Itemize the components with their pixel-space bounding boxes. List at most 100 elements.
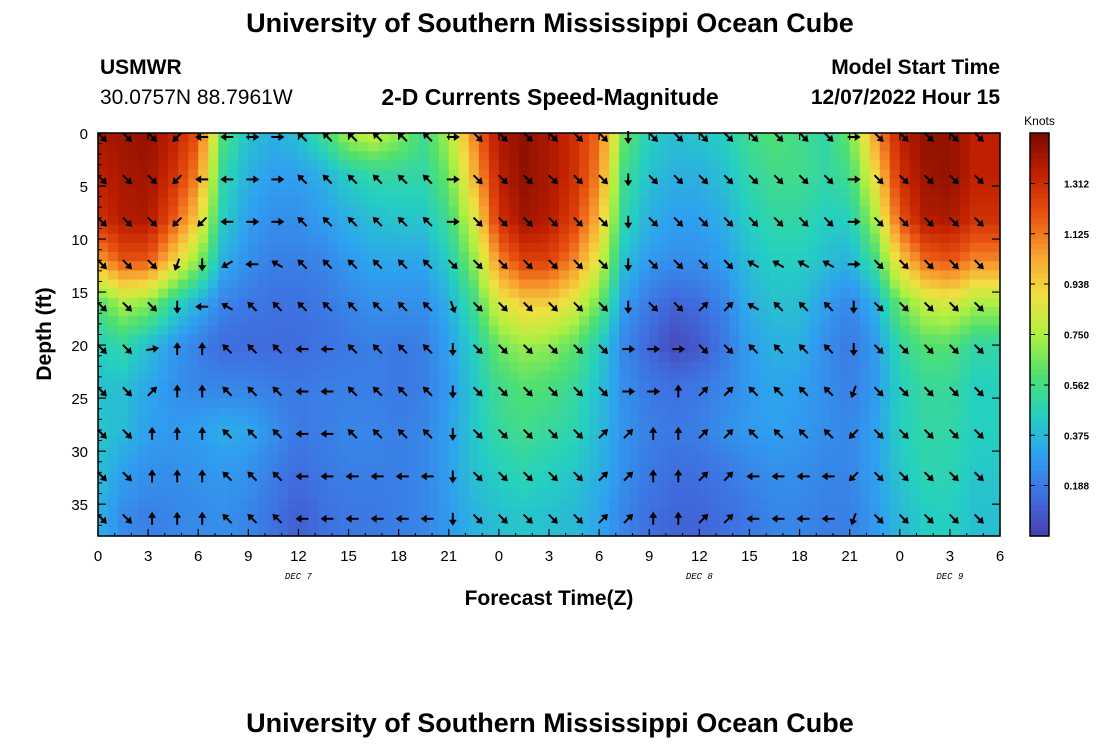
heatmap-cell bbox=[368, 169, 380, 180]
heatmap-cell bbox=[498, 435, 510, 446]
heatmap-cell bbox=[478, 361, 490, 372]
heatmap-cell bbox=[969, 252, 981, 262]
heatmap-cell bbox=[549, 453, 560, 464]
heatmap-cell bbox=[919, 288, 931, 299]
heatmap-cell bbox=[98, 508, 109, 519]
heatmap-cell bbox=[659, 352, 670, 363]
heatmap-cell bbox=[528, 526, 540, 537]
heatmap-cell bbox=[488, 389, 500, 400]
heatmap-cell bbox=[559, 325, 570, 336]
heatmap-cell bbox=[889, 444, 901, 455]
heatmap-cell bbox=[238, 288, 249, 299]
heatmap-cell bbox=[198, 526, 209, 537]
heatmap-cell bbox=[929, 444, 941, 455]
current-arrow bbox=[295, 472, 309, 481]
heatmap-cell bbox=[308, 517, 320, 528]
heatmap-cell bbox=[749, 481, 761, 491]
model-start-label: Model Start Time bbox=[831, 56, 1000, 79]
heatmap-cell bbox=[478, 435, 490, 446]
heatmap-cell bbox=[559, 242, 570, 253]
heatmap-cell bbox=[198, 160, 209, 171]
heatmap-cell bbox=[949, 197, 961, 207]
heatmap-cell bbox=[809, 471, 821, 482]
heatmap-cell bbox=[649, 169, 660, 180]
heatmap-cell bbox=[679, 233, 690, 244]
heatmap-cell bbox=[809, 343, 821, 354]
heatmap-cell bbox=[278, 471, 290, 482]
colorbar-swatch bbox=[1030, 480, 1049, 487]
heatmap-cell bbox=[609, 261, 620, 271]
heatmap-cell bbox=[679, 444, 690, 455]
heatmap-cell bbox=[328, 288, 340, 299]
heatmap-cell bbox=[749, 242, 761, 253]
heatmap-cell bbox=[599, 435, 610, 446]
heatmap-cell bbox=[799, 481, 811, 491]
heatmap-cell bbox=[979, 252, 991, 262]
heatmap-cell bbox=[418, 325, 430, 336]
heatmap-cell bbox=[889, 233, 901, 244]
heatmap-cell bbox=[228, 444, 239, 455]
current-arrow bbox=[122, 259, 133, 270]
heatmap-cell bbox=[699, 279, 710, 290]
heatmap-cell bbox=[749, 325, 761, 336]
heatmap-cell bbox=[939, 526, 951, 537]
current-arrow bbox=[898, 344, 909, 355]
heatmap-cell bbox=[148, 407, 159, 418]
heatmap-cell bbox=[899, 160, 911, 171]
heatmap-cell bbox=[929, 343, 941, 354]
heatmap-cell bbox=[228, 297, 239, 308]
heatmap-cell bbox=[208, 325, 219, 336]
heatmap-cell bbox=[799, 508, 811, 519]
heatmap-cell bbox=[348, 233, 360, 244]
heatmap-cell bbox=[779, 517, 791, 528]
heatmap-cell bbox=[759, 361, 771, 372]
heatmap-cell bbox=[308, 352, 320, 363]
heatmap-cell bbox=[939, 288, 951, 299]
heatmap-cell bbox=[178, 499, 189, 510]
heatmap-cell bbox=[308, 215, 320, 226]
heatmap-cell bbox=[498, 224, 510, 235]
colorbar-swatch bbox=[1030, 334, 1049, 341]
heatmap-cell bbox=[609, 435, 620, 446]
heatmap-cell bbox=[689, 224, 700, 235]
heatmap-cell bbox=[258, 279, 269, 290]
heatmap-cell bbox=[549, 407, 560, 418]
heatmap-cell bbox=[468, 233, 480, 244]
heatmap-cell bbox=[168, 508, 179, 519]
heatmap-cell bbox=[138, 490, 149, 500]
heatmap-cell bbox=[979, 242, 991, 253]
colorbar-swatch bbox=[1030, 253, 1049, 260]
heatmap-cell bbox=[819, 242, 831, 253]
heatmap-cell bbox=[599, 197, 610, 207]
heatmap-cell bbox=[899, 206, 911, 217]
heatmap-cell bbox=[699, 215, 710, 226]
heatmap-cell bbox=[989, 435, 1001, 446]
heatmap-cell bbox=[98, 398, 109, 409]
heatmap-cell bbox=[438, 508, 450, 519]
heatmap-cell bbox=[538, 361, 550, 372]
heatmap-cell bbox=[859, 142, 871, 152]
heatmap-cell bbox=[619, 361, 630, 372]
current-arrow bbox=[172, 174, 183, 185]
heatmap-cell bbox=[438, 151, 450, 162]
heatmap-cell bbox=[849, 416, 861, 427]
heatmap-cell bbox=[258, 416, 269, 427]
current-arrow bbox=[295, 514, 309, 523]
heatmap-cell bbox=[739, 242, 751, 253]
heatmap-cell bbox=[298, 197, 310, 207]
heatmap-cell bbox=[689, 307, 700, 317]
heatmap-cell bbox=[248, 444, 259, 455]
heatmap-cell bbox=[949, 490, 961, 500]
heatmap-cell bbox=[98, 380, 109, 391]
current-arrow bbox=[472, 471, 483, 482]
current-arrow bbox=[773, 428, 784, 439]
heatmap-cell bbox=[198, 499, 209, 510]
heatmap-cell bbox=[398, 316, 410, 326]
heatmap-cell bbox=[208, 444, 219, 455]
heatmap-cell bbox=[508, 517, 520, 528]
heatmap-cell bbox=[969, 453, 981, 464]
heatmap-cell bbox=[959, 371, 971, 381]
heatmap-cell bbox=[238, 178, 249, 189]
heatmap-cell bbox=[348, 334, 360, 345]
heatmap-cell bbox=[589, 279, 600, 290]
